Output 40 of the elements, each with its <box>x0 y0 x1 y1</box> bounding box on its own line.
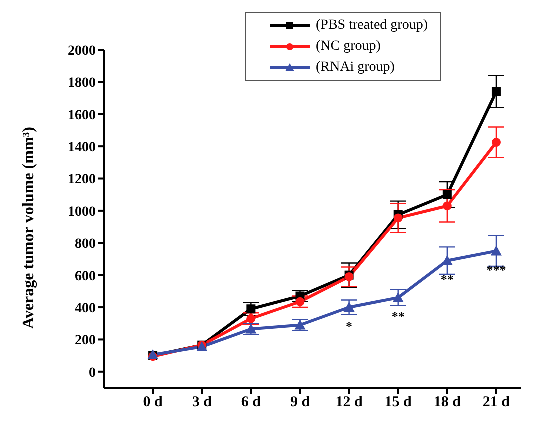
point <box>442 190 452 200</box>
legend-label: (NC group) <box>316 38 381 56</box>
x-tick-label: 6 d <box>241 394 262 411</box>
x-tick-label: 9 d <box>290 394 311 411</box>
point <box>246 304 256 314</box>
y-tick-label: 2000 <box>68 44 96 59</box>
annotation: *** <box>486 262 506 278</box>
y-tick-label: 0 <box>89 366 96 381</box>
y-axis-title: Average tumor volume (mm³) <box>20 127 38 329</box>
y-tick-label: 600 <box>75 269 96 284</box>
point <box>442 202 452 211</box>
point <box>492 138 501 148</box>
point <box>392 292 404 302</box>
x-tick-label: 21 d <box>482 394 511 411</box>
legend-label: (RNAi group) <box>316 59 395 77</box>
point <box>492 87 501 96</box>
x-tick-label: 18 d <box>434 394 462 411</box>
y-tick-label: 200 <box>75 334 96 349</box>
x-tick-label: 12 d <box>336 394 364 411</box>
point <box>246 314 256 324</box>
point <box>490 246 502 256</box>
y-tick-label: 1200 <box>68 172 96 188</box>
annotation: ** <box>392 309 405 324</box>
y-tick-label: 1600 <box>68 108 96 124</box>
legend-label: (PBS treated group) <box>316 17 428 35</box>
y-tick-label: 400 <box>75 301 96 316</box>
y-tick-label: 1400 <box>68 140 96 156</box>
y-tick-label: 1000 <box>68 204 96 220</box>
x-tick-label: 0 d <box>143 394 164 411</box>
annotation: ** <box>440 272 454 288</box>
point <box>246 324 257 334</box>
point <box>394 214 403 223</box>
point <box>296 297 305 306</box>
annotation: * <box>346 318 353 334</box>
point <box>294 320 306 330</box>
y-tick-label: 1800 <box>68 76 96 92</box>
x-tick-label: 15 d <box>384 394 413 411</box>
y-tick-label: 800 <box>75 237 96 252</box>
point <box>344 302 355 312</box>
x-tick-label: 3 d <box>192 394 213 411</box>
